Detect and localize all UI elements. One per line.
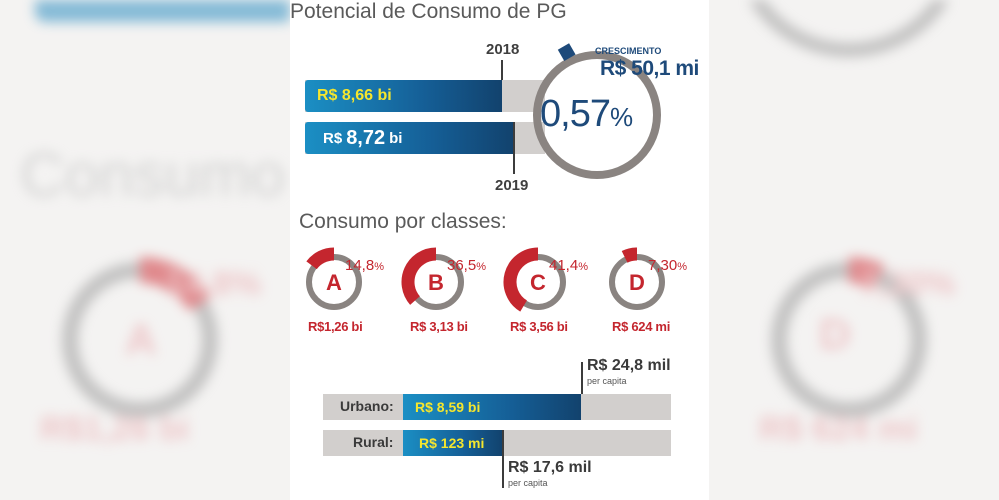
background-top-bar xyxy=(35,0,290,22)
background-right: D 7,30% R$ 624 mi xyxy=(709,0,999,500)
class-b-letter: B xyxy=(428,270,444,295)
rural-percapita-value: R$ 17,6 mil xyxy=(508,459,592,476)
class-d-letter: D xyxy=(629,270,645,295)
year-2019-label: 2019 xyxy=(495,177,529,194)
bar-2019-number: 8,72 xyxy=(346,126,386,149)
urbano-bar: R$ 8,59 bi xyxy=(403,394,581,420)
class-a-value: R$1,26 bi xyxy=(308,319,363,334)
growth-value: R$ 50,1 mi xyxy=(600,57,699,80)
growth-percent-number: 0,57 xyxy=(540,93,611,135)
rural-tick xyxy=(502,430,504,488)
class-b-value: R$ 3,13 bi xyxy=(410,319,468,334)
growth-ring-circle xyxy=(533,51,661,179)
background-right-value: R$ 624 mi xyxy=(759,410,918,448)
class-c-percent-number: 41,4 xyxy=(549,257,579,274)
class-d-percent: 7,30% xyxy=(648,257,687,274)
urbano-percapita-value: R$ 24,8 mil xyxy=(587,357,671,374)
background-left-word: Consumo p xyxy=(20,141,290,210)
background-left-value: R$1,26 bi xyxy=(40,410,190,448)
class-d-value: R$ 624 mi xyxy=(612,319,671,334)
urbano-label: Urbano: xyxy=(340,398,394,414)
bar-2019-suffix: bi xyxy=(389,129,403,147)
class-c-percent-sign: % xyxy=(578,261,588,273)
background-right-pct: 7,30% xyxy=(859,265,956,303)
growth-title: CRESCIMENTO xyxy=(595,46,662,56)
class-b-share-arc xyxy=(401,247,437,305)
background-right-letter: D xyxy=(819,310,851,359)
class-c-percent: 41,4% xyxy=(549,257,588,274)
rural-bar: R$ 123 mi xyxy=(403,430,503,456)
class-a-percent-number: 14,8 xyxy=(345,257,375,274)
bar-2018: R$ 8,66 bi xyxy=(305,80,502,112)
background-left-ring xyxy=(62,257,218,418)
class-b-percent: 36,5% xyxy=(447,257,486,274)
class-a-share-arc xyxy=(306,247,335,270)
infographic-panel: Potencial de Consumo de PG 2018 R$ 8,66 … xyxy=(290,0,709,500)
classes-title: Consumo por classes: xyxy=(299,210,507,233)
urbano-tick xyxy=(581,362,583,420)
urbano-value: R$ 8,59 bi xyxy=(415,399,481,415)
class-a-percent-sign: % xyxy=(374,261,384,273)
growth-percent-sign: % xyxy=(609,102,633,132)
year-2018-label: 2018 xyxy=(486,41,520,58)
class-c-share-arc xyxy=(503,247,539,312)
background-left-letter: A xyxy=(125,315,157,364)
class-d-share-arc xyxy=(621,247,638,263)
class-a-letter: A xyxy=(326,270,342,295)
potencial-title: Potencial de Consumo de PG xyxy=(290,0,567,23)
class-d-percent-sign: % xyxy=(677,261,687,273)
bar-2019: R$ 8,72 bi xyxy=(305,122,514,154)
rural-label: Rural: xyxy=(353,434,394,450)
class-b-percent-sign: % xyxy=(476,261,486,273)
urbano-percapita-label: per capita xyxy=(587,376,627,386)
class-a-donut: A xyxy=(306,247,362,310)
class-b-percent-number: 36,5 xyxy=(447,257,477,274)
growth-ring xyxy=(533,43,661,179)
class-b-donut: B xyxy=(401,247,464,310)
rural-percapita-label: per capita xyxy=(508,478,548,488)
background-left-pct: 14,8% xyxy=(165,265,262,303)
background-right-ring-top xyxy=(748,0,950,57)
growth-ring-marker xyxy=(557,43,576,62)
background-right-ring xyxy=(771,257,927,418)
class-c-donut: C xyxy=(503,247,566,312)
class-a-percent: 14,8% xyxy=(345,257,384,274)
rural-value: R$ 123 mi xyxy=(419,435,485,451)
class-c-letter: C xyxy=(530,270,546,295)
bar-2018-value: R$ 8,66 bi xyxy=(317,87,392,104)
class-d-donut: D xyxy=(609,247,665,310)
year-2019-tick xyxy=(513,122,515,174)
bar-2019-prefix: R$ xyxy=(323,129,343,147)
background-left: Consumo p A 14,8% R$1,26 bi xyxy=(0,0,290,500)
class-d-percent-number: 7,30 xyxy=(648,257,678,274)
class-d-ring xyxy=(609,254,665,310)
growth-percent: 0,57% xyxy=(540,93,633,136)
class-c-value: R$ 3,56 bi xyxy=(510,319,568,334)
